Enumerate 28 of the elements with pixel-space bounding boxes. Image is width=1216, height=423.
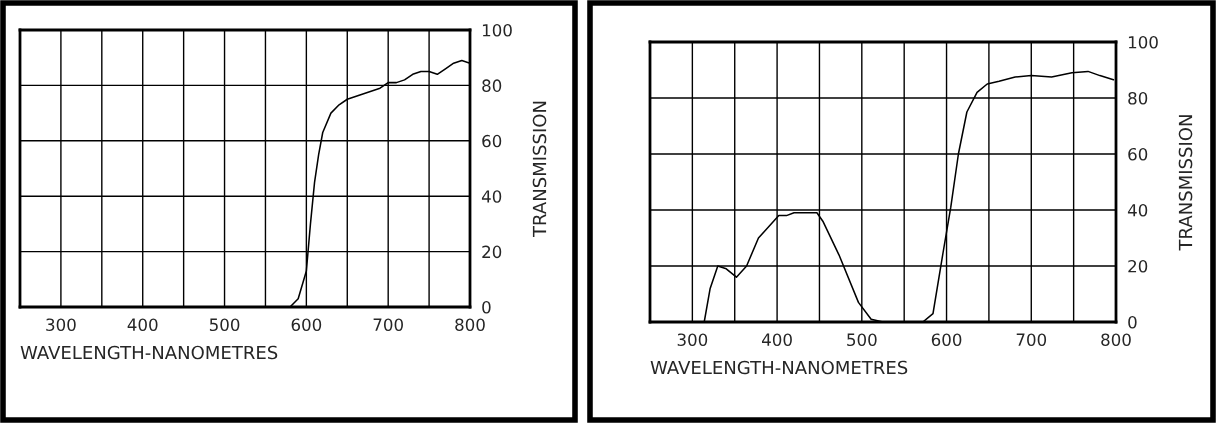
x-tick-label: 600 [931, 333, 962, 347]
y-tick-label: 80 [1128, 91, 1148, 105]
x-tick-label: 700 [373, 318, 403, 332]
y-tick-label: 0 [482, 300, 491, 314]
x-tick-label: 600 [291, 318, 322, 332]
y-tick-label: 20 [482, 245, 502, 259]
x-axis-title: WAVELENGTH-NANOMETRES [20, 345, 278, 360]
x-tick-label: 300 [677, 333, 708, 347]
y-tick-label: 20 [1128, 259, 1148, 273]
y-tick-label: 40 [1127, 203, 1148, 217]
y-tick-label: 80 [482, 79, 502, 92]
y-tick-label: 100 [482, 23, 512, 37]
x-tick-label: 400 [127, 318, 158, 332]
y-tick-label: 40 [481, 190, 502, 203]
y-tick-label: 100 [1128, 35, 1158, 49]
y-axis-title: TRANSMISSION [1178, 115, 1193, 251]
y-tick-label: 60 [1128, 147, 1148, 161]
y-tick-label: 60 [482, 134, 502, 148]
y-tick-label: 0 [1128, 315, 1137, 329]
x-tick-label: 400 [762, 333, 792, 347]
x-axis-title: WAVELENGTH-NANOMETRES [650, 360, 908, 375]
y-axis-title: TRANSMISSION [532, 101, 547, 238]
x-tick-label: 300 [46, 318, 76, 332]
x-tick-label: 800 [455, 318, 485, 332]
x-tick-label: 700 [1016, 333, 1047, 347]
x-tick-label: 500 [209, 318, 240, 332]
x-tick-label: 500 [847, 333, 877, 347]
x-tick-label: 800 [1101, 333, 1131, 347]
